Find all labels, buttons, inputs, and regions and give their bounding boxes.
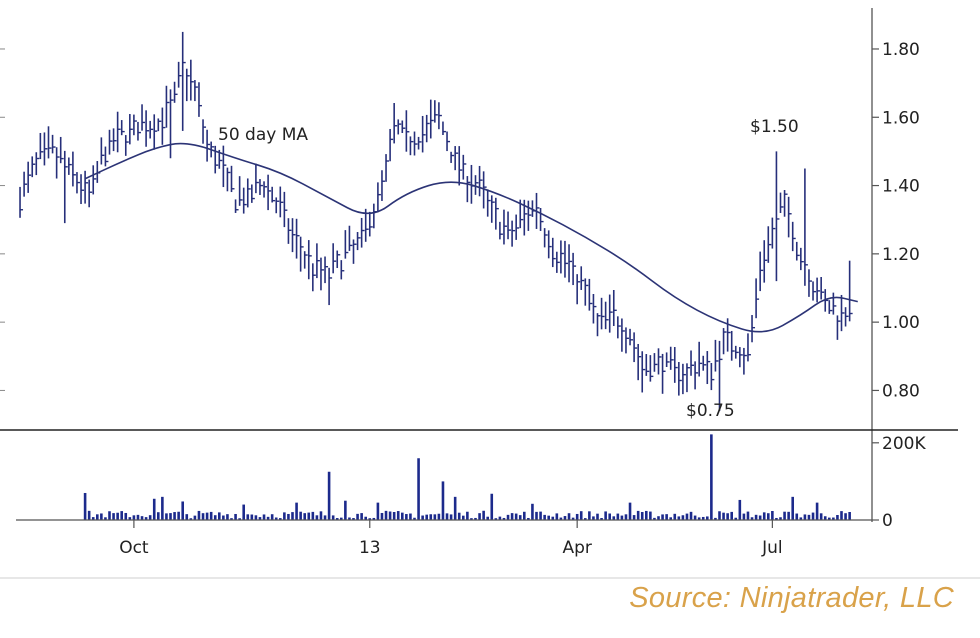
- price-tick-label: 1.00: [882, 313, 920, 333]
- price-tick-label: 1.20: [882, 245, 920, 265]
- x-tick-label: Jul: [761, 538, 783, 558]
- price-tick-label: 1.80: [882, 40, 920, 60]
- x-tick-label: Apr: [562, 538, 591, 558]
- stock-chart: 1.80 1.60 1.40 1.20 1.00 0.80 200K 0 Oct 13 Apr Jul…: [0, 8, 980, 579]
- price-bars: [19, 31, 853, 411]
- low-annotation: $0.75: [686, 401, 735, 421]
- volume-tick-label: 0: [882, 511, 893, 531]
- moving-average: [84, 142, 858, 333]
- volume-bars: [83, 434, 851, 520]
- price-tick-label: 1.40: [882, 177, 920, 197]
- price-tick-label: 1.60: [882, 108, 920, 128]
- x-tick-label: Oct: [119, 538, 149, 558]
- ma-annotation: 50 day MA: [218, 125, 308, 145]
- price-tick-label: 0.80: [882, 381, 920, 401]
- high-annotation: $1.50: [750, 117, 799, 137]
- axes: 1.80 1.60 1.40 1.20 1.00 0.80 200K 0 Oct 13 Apr Jul: [0, 8, 980, 579]
- x-tick-label: 13: [359, 538, 381, 558]
- ma-line: [84, 142, 858, 333]
- volume-tick-label: 200K: [882, 434, 926, 454]
- source-credit: Source: Ninjatrader, LLC: [629, 582, 954, 614]
